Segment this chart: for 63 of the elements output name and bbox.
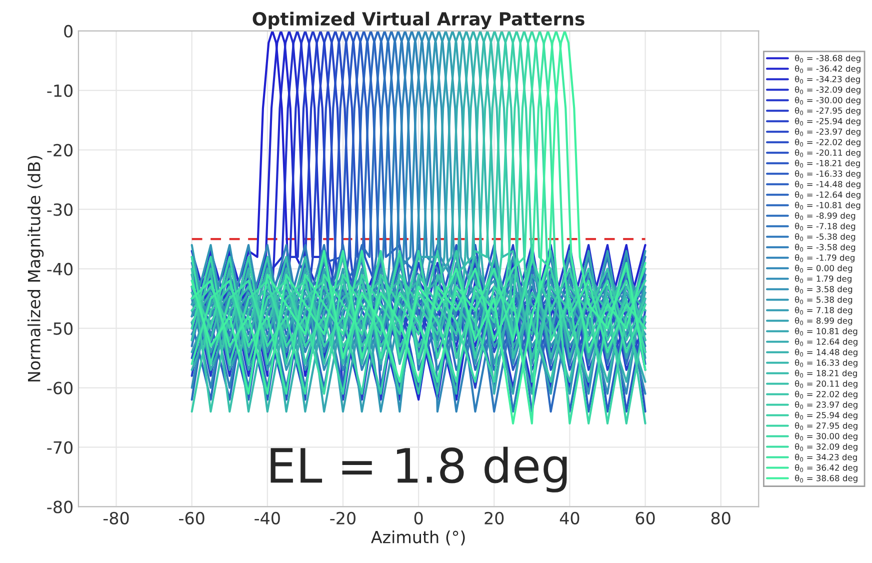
y-tick-label: -60 bbox=[47, 382, 73, 394]
x-tick-label: 80 bbox=[711, 512, 730, 524]
legend-label: θ$_{0}$ = -7.18 deg bbox=[795, 222, 856, 231]
legend-label: θ$_{0}$ = 20.11 deg bbox=[795, 380, 858, 388]
y-tick-label: -10 bbox=[47, 84, 73, 97]
legend-label: θ$_{0}$ = 25.94 deg bbox=[795, 412, 858, 420]
y-tick-label: -40 bbox=[47, 262, 73, 276]
legend-label: θ$_{0}$ = -5.38 deg bbox=[795, 233, 856, 242]
legend-label: θ$_{0}$ = -14.48 deg bbox=[795, 180, 860, 189]
legend-label: θ$_{0}$ = 23.97 deg bbox=[795, 401, 858, 410]
legend-label: θ$_{0}$ = 16.33 deg bbox=[795, 359, 858, 368]
legend-label: θ$_{0}$ = -1.79 deg bbox=[795, 254, 854, 262]
legend-label: θ$_{0}$ = 32.09 deg bbox=[795, 443, 858, 452]
legend-label: θ$_{0}$ = 30.00 deg bbox=[795, 432, 858, 441]
legend-label: θ$_{0}$ = 22.02 deg bbox=[795, 390, 858, 399]
legend-label: θ$_{0}$ = 10.81 deg bbox=[795, 328, 858, 336]
legend-label: θ$_{0}$ = 18.21 deg bbox=[795, 370, 857, 378]
legend-label: θ$_{0}$ = -10.81 deg bbox=[795, 202, 860, 210]
x-tick-label: 20 bbox=[484, 512, 504, 524]
legend-label: θ$_{0}$ = -12.64 deg bbox=[795, 191, 860, 200]
legend-label: θ$_{0}$ = -23.97 deg bbox=[795, 128, 860, 136]
x-tick-label: -80 bbox=[103, 512, 129, 524]
legend-label: θ$_{0}$ = 0.00 deg bbox=[795, 264, 852, 273]
legend-label: θ$_{0}$ = -8.99 deg bbox=[795, 212, 856, 220]
legend-label: θ$_{0}$ = 12.64 deg bbox=[795, 338, 858, 346]
legend-label: θ$_{0}$ = -20.11 deg bbox=[795, 149, 860, 158]
legend-label: θ$_{0}$ = -30.00 deg bbox=[795, 96, 860, 105]
legend-label: θ$_{0}$ = -16.33 deg bbox=[795, 170, 860, 178]
legend-label: θ$_{0}$ = -22.02 deg bbox=[795, 138, 860, 147]
y-tick-label: -30 bbox=[47, 203, 73, 216]
chart-title: Optimized Virtual Array Patterns bbox=[252, 12, 584, 30]
legend-label: θ$_{0}$ = -25.94 deg bbox=[795, 118, 860, 126]
legend-label: θ$_{0}$ = 5.38 deg bbox=[795, 296, 852, 304]
legend-label: θ$_{0}$ = 34.23 deg bbox=[795, 454, 857, 462]
legend-label: θ$_{0}$ = -3.58 deg bbox=[795, 244, 856, 252]
legend-label: θ$_{0}$ = -38.68 deg bbox=[795, 54, 860, 63]
legend-label: θ$_{0}$ = 14.48 deg bbox=[795, 348, 858, 357]
x-tick-label: 0 bbox=[414, 512, 423, 524]
x-tick-label: -60 bbox=[179, 512, 204, 524]
y-tick-label: 0 bbox=[64, 24, 73, 38]
y-tick-label: -50 bbox=[47, 322, 73, 335]
legend-label: θ$_{0}$ = -27.95 deg bbox=[795, 107, 860, 116]
x-tick-label: 60 bbox=[636, 512, 655, 524]
y-tick-label: -80 bbox=[47, 500, 73, 514]
legend-label: θ$_{0}$ = 8.99 deg bbox=[795, 317, 852, 326]
legend-label: θ$_{0}$ = 7.18 deg bbox=[795, 306, 852, 315]
legend-label: θ$_{0}$ = 1.79 deg bbox=[795, 275, 852, 284]
legend-label: θ$_{0}$ = 27.95 deg bbox=[795, 422, 858, 430]
x-tick-label: -40 bbox=[254, 512, 280, 524]
x-tick-label: 40 bbox=[560, 512, 580, 524]
legend-label: θ$_{0}$ = 36.42 deg bbox=[795, 464, 858, 472]
y-tick-label: -70 bbox=[47, 441, 73, 454]
legend-label: θ$_{0}$ = -32.09 deg bbox=[795, 86, 860, 94]
x-axis-title: Azimuth (°) bbox=[371, 530, 465, 546]
legend-label: θ$_{0}$ = -36.42 deg bbox=[795, 65, 860, 74]
legend-label: θ$_{0}$ = 3.58 deg bbox=[795, 286, 852, 294]
x-tick-label: -20 bbox=[330, 512, 356, 524]
y-tick-label: -20 bbox=[47, 144, 73, 156]
legend-label: θ$_{0}$ = -34.23 deg bbox=[795, 76, 860, 84]
legend-label: θ$_{0}$ = -18.21 deg bbox=[795, 160, 860, 168]
legend-label: θ$_{0}$ = 38.68 deg bbox=[795, 474, 858, 483]
y-axis-title: Normalized Magnitude (dB) bbox=[27, 156, 44, 382]
annotation: EL = 1.8 deg bbox=[270, 446, 567, 492]
